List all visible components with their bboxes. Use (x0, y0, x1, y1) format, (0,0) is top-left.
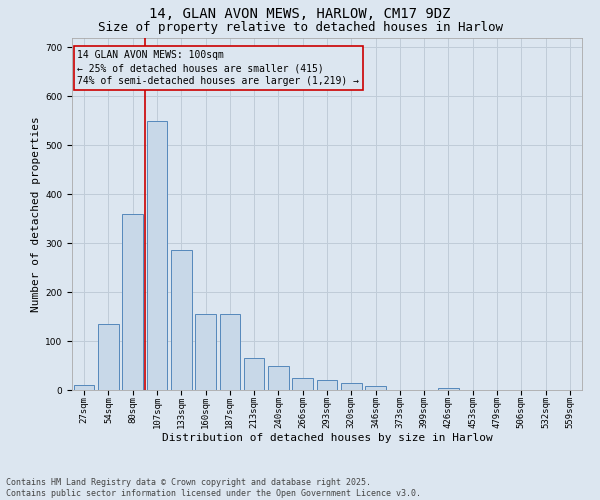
Bar (195, 314, 216, 390)
Text: Contains HM Land Registry data © Crown copyright and database right 2025.
Contai: Contains HM Land Registry data © Crown c… (6, 478, 421, 498)
Y-axis label: Number of detached properties: Number of detached properties (31, 116, 41, 312)
Text: 14 GLAN AVON MEWS: 100sqm
← 25% of detached houses are smaller (415)
74% of semi: 14 GLAN AVON MEWS: 100sqm ← 25% of detac… (77, 50, 359, 86)
Bar (341, 382, 362, 390)
Bar (74, 385, 94, 390)
Bar (146, 120, 167, 390)
X-axis label: Distribution of detached houses by size in Harlow: Distribution of detached houses by size … (161, 432, 493, 442)
Text: 14, GLAN AVON MEWS, HARLOW, CM17 9DZ: 14, GLAN AVON MEWS, HARLOW, CM17 9DZ (149, 8, 451, 22)
Bar (244, 358, 265, 390)
Bar (171, 250, 191, 390)
Bar (122, 214, 143, 390)
Bar (365, 386, 386, 390)
Bar (98, 324, 119, 390)
Bar (220, 314, 240, 390)
Bar (292, 378, 313, 390)
Bar (438, 388, 459, 390)
Bar (317, 380, 337, 390)
Bar (268, 366, 289, 390)
Text: Size of property relative to detached houses in Harlow: Size of property relative to detached ho… (97, 21, 503, 34)
